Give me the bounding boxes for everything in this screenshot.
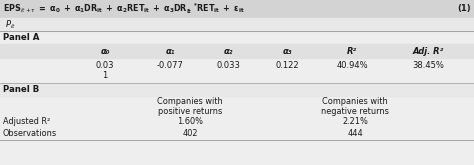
Text: α₂: α₂: [223, 47, 233, 55]
Text: $P_{it}$: $P_{it}$: [5, 18, 16, 31]
Text: 444: 444: [347, 129, 363, 137]
Text: 0.033: 0.033: [216, 61, 240, 69]
Text: Observations: Observations: [3, 129, 57, 137]
Text: Companies with: Companies with: [157, 97, 223, 105]
Text: 0.122: 0.122: [275, 61, 299, 69]
Text: Adj. R²: Adj. R²: [412, 47, 444, 55]
Text: $\mathbf{EPS}_{it+\tau}\ \mathbf{=}\ \mathbf{\alpha_0\ +\ \alpha_1 DR_{it}\ +\ \: $\mathbf{EPS}_{it+\tau}\ \mathbf{=}\ \ma…: [3, 1, 245, 17]
Text: positive returns: positive returns: [158, 106, 222, 115]
Bar: [0, 18, 474, 31]
Text: Companies with: Companies with: [322, 97, 388, 105]
Text: α₁: α₁: [165, 47, 175, 55]
Bar: [0, 44, 474, 58]
Text: 0.03: 0.03: [96, 61, 114, 69]
Text: Adjusted R²: Adjusted R²: [3, 117, 50, 127]
Text: 2.21%: 2.21%: [342, 117, 368, 127]
Bar: [0, 0, 474, 18]
Text: 402: 402: [182, 129, 198, 137]
Text: -0.077: -0.077: [156, 61, 183, 69]
Text: Panel B: Panel B: [3, 85, 39, 94]
Text: (1): (1): [457, 4, 471, 14]
Text: α₃: α₃: [283, 47, 292, 55]
Text: 1: 1: [102, 71, 108, 81]
Text: α₀: α₀: [100, 47, 109, 55]
Text: 40.94%: 40.94%: [336, 61, 368, 69]
Text: negative returns: negative returns: [321, 106, 389, 115]
Text: 38.45%: 38.45%: [412, 61, 444, 69]
Bar: [0, 83, 474, 96]
Text: Panel A: Panel A: [3, 33, 39, 43]
Text: R²: R²: [347, 47, 357, 55]
Text: 1.60%: 1.60%: [177, 117, 203, 127]
